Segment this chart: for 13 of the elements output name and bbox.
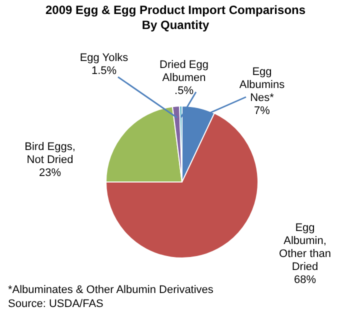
- data-label: 1.5%: [91, 65, 117, 77]
- slice-label: Egg Albumins Nes*: [239, 66, 286, 104]
- slice-label: Dried Egg Albumen: [160, 59, 208, 84]
- slice-label: Egg Yolks: [80, 52, 129, 64]
- chart-title: 2009 Egg & Egg Product Import Comparisons By Quantity: [45, 3, 306, 32]
- slice-label: Bird Eggs, Not Dried: [24, 141, 76, 166]
- text: *Albuminates & Other Albumin Derivatives: [8, 284, 214, 296]
- data-label: 23%: [38, 167, 62, 179]
- data-label: .5%: [174, 85, 194, 97]
- slice-label: Egg Albumin, Other than Dried: [279, 222, 331, 273]
- source-note: Source: USDA/FAS: [8, 298, 104, 310]
- data-label: 7%: [254, 105, 270, 117]
- data-label: 68%: [294, 274, 316, 286]
